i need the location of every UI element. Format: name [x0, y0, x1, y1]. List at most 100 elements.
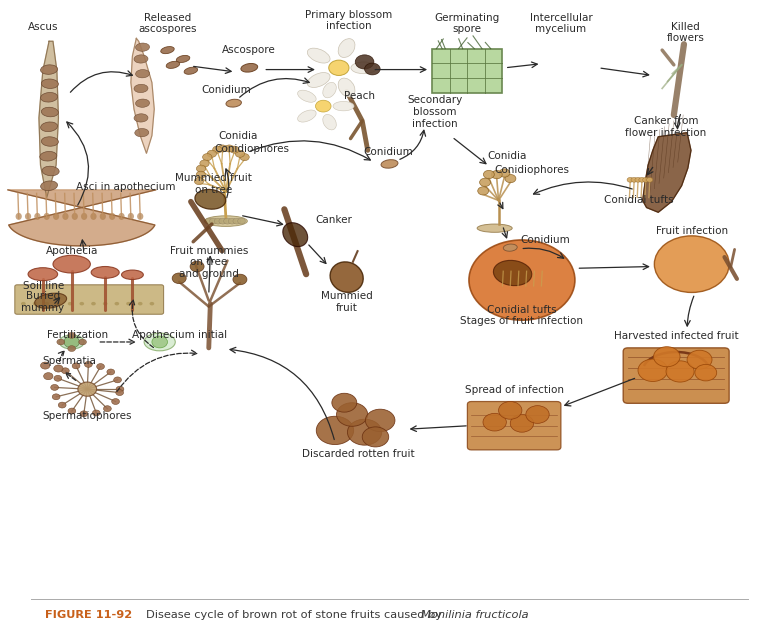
Ellipse shape: [122, 270, 143, 280]
Ellipse shape: [241, 63, 258, 72]
Circle shape: [111, 399, 119, 404]
Circle shape: [643, 178, 649, 182]
Circle shape: [337, 403, 368, 426]
Circle shape: [233, 274, 247, 285]
Text: Ascus: Ascus: [27, 22, 58, 32]
Circle shape: [54, 365, 63, 372]
Circle shape: [478, 187, 488, 195]
Polygon shape: [8, 190, 156, 246]
Circle shape: [79, 302, 84, 306]
Ellipse shape: [308, 48, 330, 63]
Ellipse shape: [41, 122, 58, 132]
Text: Spermatiophores: Spermatiophores: [43, 411, 132, 421]
Circle shape: [116, 386, 124, 392]
Text: Released
ascospores: Released ascospores: [138, 13, 197, 34]
Circle shape: [172, 273, 186, 283]
Ellipse shape: [503, 244, 517, 251]
Ellipse shape: [72, 213, 78, 220]
Ellipse shape: [62, 213, 69, 220]
Circle shape: [103, 302, 108, 306]
Ellipse shape: [330, 262, 363, 292]
Text: Buried
mummy: Buried mummy: [21, 291, 64, 313]
Circle shape: [492, 171, 502, 179]
Text: Fertilization: Fertilization: [47, 330, 108, 340]
Circle shape: [79, 339, 86, 345]
Text: Intercellular
mycelium: Intercellular mycelium: [530, 13, 592, 34]
Circle shape: [639, 178, 645, 182]
Text: Germinating
spore: Germinating spore: [435, 13, 500, 34]
Text: Killed
flowers: Killed flowers: [667, 22, 704, 43]
Circle shape: [190, 261, 204, 272]
Circle shape: [505, 174, 516, 183]
Circle shape: [78, 382, 97, 396]
Circle shape: [240, 153, 249, 160]
Ellipse shape: [41, 79, 58, 89]
Ellipse shape: [25, 213, 31, 220]
Circle shape: [228, 218, 236, 224]
Circle shape: [91, 302, 96, 306]
Circle shape: [196, 165, 206, 172]
Text: Spread of infection: Spread of infection: [464, 385, 564, 396]
Ellipse shape: [333, 101, 354, 111]
Ellipse shape: [34, 213, 41, 220]
Ellipse shape: [34, 293, 67, 308]
Ellipse shape: [135, 129, 149, 137]
Circle shape: [115, 302, 119, 306]
Text: Spermatia: Spermatia: [43, 356, 97, 366]
Polygon shape: [39, 41, 58, 198]
Circle shape: [52, 394, 60, 400]
Text: Discarded rotten fruit: Discarded rotten fruit: [302, 449, 414, 459]
Ellipse shape: [381, 160, 398, 168]
Circle shape: [97, 363, 104, 370]
Circle shape: [638, 359, 668, 382]
Circle shape: [213, 146, 222, 153]
Ellipse shape: [136, 70, 150, 78]
Circle shape: [207, 150, 217, 157]
Ellipse shape: [44, 213, 50, 220]
Ellipse shape: [204, 216, 247, 226]
Text: Conidial tufts: Conidial tufts: [487, 305, 557, 315]
Circle shape: [666, 361, 694, 382]
Ellipse shape: [91, 266, 119, 278]
Circle shape: [68, 408, 76, 414]
Ellipse shape: [109, 213, 115, 220]
Text: Stages of fruit infection: Stages of fruit infection: [460, 316, 583, 327]
Circle shape: [44, 373, 53, 380]
Ellipse shape: [42, 166, 59, 176]
Ellipse shape: [134, 55, 148, 63]
Circle shape: [62, 368, 69, 373]
Circle shape: [68, 302, 72, 306]
Text: Conidial tufts: Conidial tufts: [604, 195, 674, 205]
Circle shape: [687, 350, 712, 369]
Circle shape: [484, 171, 495, 179]
Text: Conidiophores: Conidiophores: [214, 143, 289, 153]
Circle shape: [152, 336, 167, 348]
Ellipse shape: [136, 43, 150, 51]
Ellipse shape: [41, 181, 58, 191]
Ellipse shape: [166, 61, 180, 68]
Text: Monilinia fructicola: Monilinia fructicola: [421, 611, 528, 620]
Circle shape: [104, 406, 111, 411]
Ellipse shape: [53, 213, 59, 220]
Ellipse shape: [477, 224, 513, 232]
Circle shape: [329, 60, 349, 75]
Circle shape: [194, 178, 203, 184]
Circle shape: [51, 384, 58, 391]
Text: Mummied
fruit: Mummied fruit: [321, 291, 372, 313]
Circle shape: [80, 411, 88, 417]
Ellipse shape: [100, 213, 106, 220]
Text: Mummied fruit
on tree: Mummied fruit on tree: [175, 173, 252, 195]
Circle shape: [695, 365, 717, 381]
Ellipse shape: [160, 46, 174, 54]
Circle shape: [315, 100, 331, 112]
Text: Fruit mummies
on tree
and ground: Fruit mummies on tree and ground: [170, 246, 249, 279]
Text: Conidium: Conidium: [520, 235, 570, 245]
Circle shape: [72, 363, 80, 369]
Circle shape: [218, 145, 227, 152]
Circle shape: [526, 406, 549, 424]
Ellipse shape: [136, 99, 150, 107]
Ellipse shape: [41, 65, 58, 74]
Text: Canker from
flower infection: Canker from flower infection: [626, 116, 707, 138]
Circle shape: [138, 302, 143, 306]
Text: Conidium: Conidium: [363, 146, 413, 157]
